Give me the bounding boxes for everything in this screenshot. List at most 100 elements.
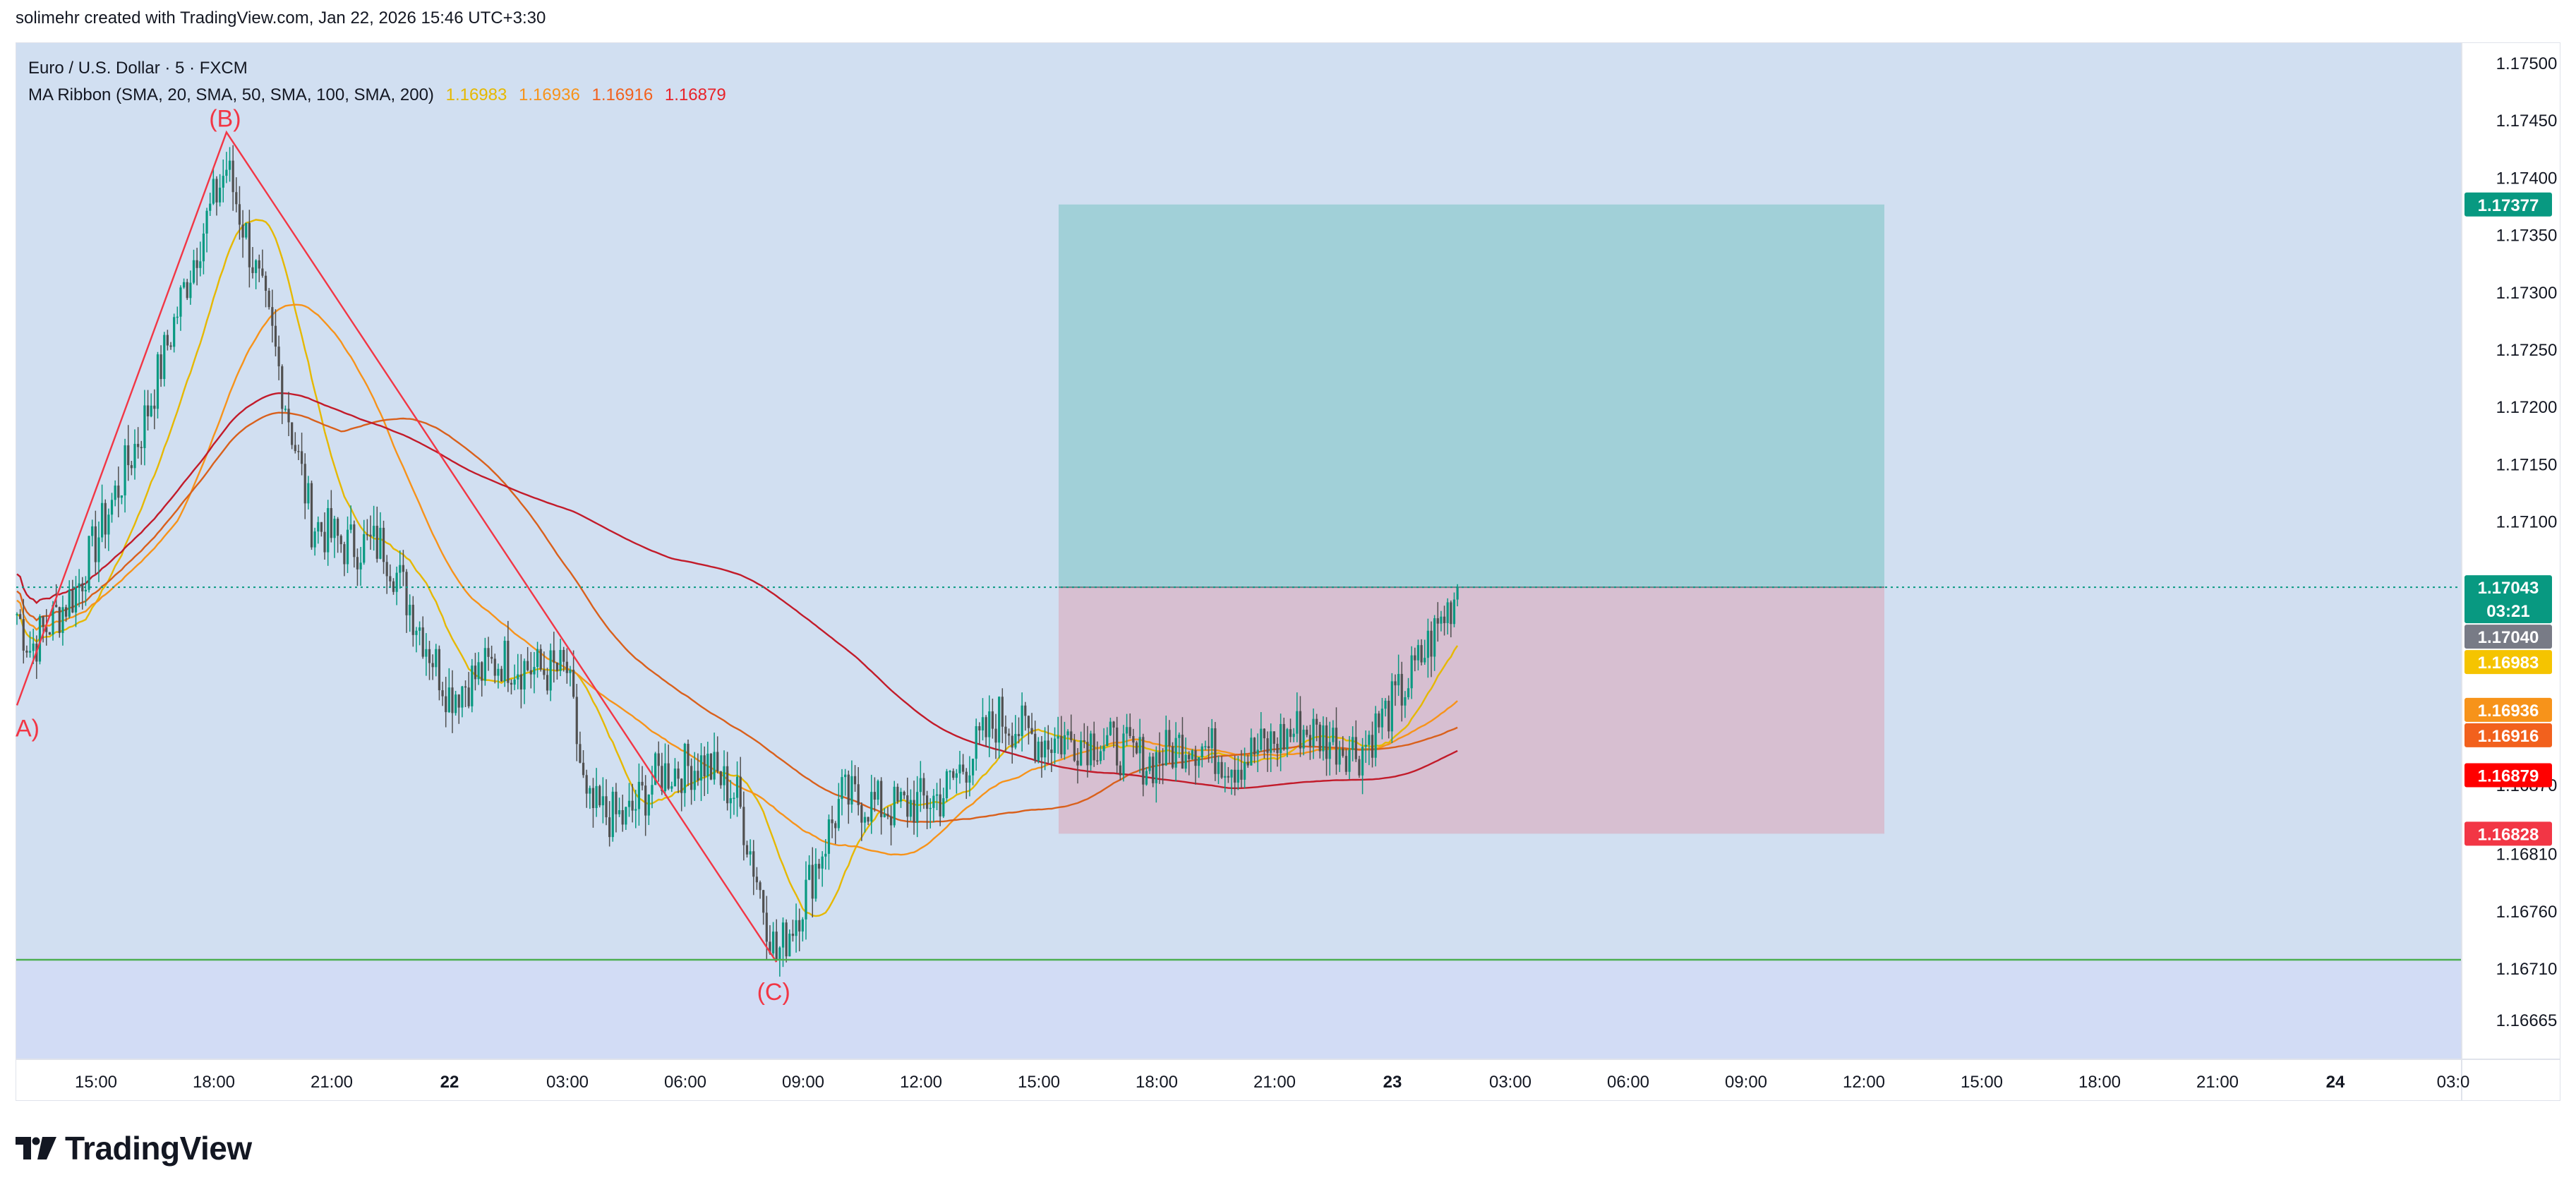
candle-body xyxy=(1348,749,1351,772)
candle-body xyxy=(114,486,116,500)
candle-body xyxy=(827,819,831,854)
candle-body xyxy=(585,775,588,794)
ma20-value: 1.16983 xyxy=(445,85,507,104)
candle-body xyxy=(683,744,686,793)
candle-body xyxy=(1289,729,1292,737)
candle-body xyxy=(733,797,735,800)
price-tag-text: 1.16828 xyxy=(2478,825,2539,844)
candle-body xyxy=(844,774,847,778)
price-tag[interactable]: 1.16983 xyxy=(2464,650,2552,675)
candle-body xyxy=(932,795,935,808)
candle-body xyxy=(1335,728,1338,765)
candle-body xyxy=(52,605,54,635)
candle-body xyxy=(94,526,97,562)
candle-body xyxy=(1207,746,1210,749)
candle-body xyxy=(313,531,316,548)
candle-body xyxy=(373,526,375,537)
candle-body xyxy=(1410,655,1413,689)
price-tick-label: 1.17250 xyxy=(2496,341,2558,360)
candle-body xyxy=(1122,733,1125,776)
candle-body xyxy=(811,864,814,899)
candle-body xyxy=(719,771,722,785)
price-tag[interactable]: 1.16916 xyxy=(2464,723,2552,747)
candle-body xyxy=(192,260,195,283)
candle-body xyxy=(343,544,346,565)
candle-body xyxy=(238,204,241,225)
time-tick-label: 21:00 xyxy=(2196,1073,2239,1092)
candle-body xyxy=(1050,749,1053,753)
candle-body xyxy=(48,632,51,635)
candle-body xyxy=(795,920,798,936)
candle-body xyxy=(723,766,726,785)
candle-body xyxy=(644,785,647,816)
candle-body xyxy=(562,650,565,662)
price-tag[interactable]: 1.16828 xyxy=(2464,821,2552,846)
candle-body xyxy=(559,650,562,671)
price-tag-box xyxy=(2464,625,2552,649)
candle-body xyxy=(503,640,506,682)
overlay-lines xyxy=(16,586,2462,961)
price-tick-label: 1.17200 xyxy=(2496,398,2558,417)
price-tag[interactable]: 1.16936 xyxy=(2464,697,2552,722)
price-tag-box xyxy=(2464,763,2552,788)
time-tick-label: 09:00 xyxy=(782,1073,824,1092)
candle-body xyxy=(425,649,428,657)
candle-body xyxy=(1109,721,1112,735)
time-tick-label: 22 xyxy=(440,1073,459,1092)
candle-body xyxy=(697,771,699,781)
candle-body xyxy=(1443,616,1446,624)
price-tag[interactable]: 1.17040 xyxy=(2464,625,2552,649)
price-tick-label: 1.17400 xyxy=(2496,169,2558,188)
candle-body xyxy=(143,405,146,448)
ma200-value: 1.16879 xyxy=(664,85,726,104)
wave-label: A) xyxy=(16,715,40,742)
ma100-value: 1.16916 xyxy=(591,85,654,104)
candle-body xyxy=(867,817,869,822)
indicator-legend[interactable]: MA Ribbon (SMA, 20, SMA, 50, SMA, 100, S… xyxy=(28,82,726,109)
price-axis[interactable]: 1.17500 1.17450 1.17400 1.17350 1.17300 1.172… xyxy=(2496,54,2558,1030)
price-tag[interactable]: 1.16879 xyxy=(2464,763,2552,788)
candle-body xyxy=(1266,738,1269,753)
price-tag-text: 1.16936 xyxy=(2478,701,2539,721)
time-tick-label: 18:00 xyxy=(2078,1073,2121,1092)
candle-body xyxy=(68,590,71,617)
candle-body xyxy=(519,674,522,689)
profit-zone[interactable] xyxy=(1059,204,1884,588)
candle-body xyxy=(735,776,739,798)
candle-body xyxy=(490,656,493,659)
tradingview-logo[interactable]: TradingView xyxy=(16,1129,252,1167)
candle-body xyxy=(1198,757,1200,766)
candle-body xyxy=(922,778,925,796)
price-tag[interactable]: 1.17377 xyxy=(2464,192,2552,217)
candle-body xyxy=(631,800,634,811)
candle-body xyxy=(1416,645,1420,661)
candle-body xyxy=(778,947,781,960)
time-tick-label: 18:00 xyxy=(193,1073,235,1092)
candle-body xyxy=(569,670,572,673)
candle-body xyxy=(1325,725,1328,759)
loss-zone[interactable] xyxy=(1059,587,1884,834)
candle-body xyxy=(38,616,42,662)
candle-body xyxy=(1116,727,1119,766)
candle-body xyxy=(137,443,140,447)
candle-body xyxy=(1093,733,1095,761)
candle-body xyxy=(1364,745,1367,747)
time-axis[interactable]: 15:00 18:00 21:00 22 03:00 06:00 09:00 12:00 15:… xyxy=(75,1073,2469,1092)
candle-body xyxy=(74,587,78,613)
time-tick-label: 12:00 xyxy=(1843,1073,1885,1092)
countdown-text: 03:21 xyxy=(2486,602,2529,621)
symbol-title[interactable]: Euro / U.S. Dollar · 5 · FXCM xyxy=(28,59,248,78)
candle-body xyxy=(939,794,941,817)
candle-body xyxy=(968,775,971,783)
time-tick-label: 06:00 xyxy=(1607,1073,1649,1092)
candle-body xyxy=(962,764,965,772)
candle-body xyxy=(389,576,392,582)
price-tag[interactable]: 1.17043 03:21 xyxy=(2464,575,2552,624)
candle-body xyxy=(752,851,755,877)
long-position-tool[interactable] xyxy=(1059,204,1884,834)
wave-line[interactable] xyxy=(16,130,778,963)
candle-body xyxy=(1188,754,1191,759)
candle-body xyxy=(952,771,955,778)
tradingview-logo-icon xyxy=(16,1137,56,1159)
